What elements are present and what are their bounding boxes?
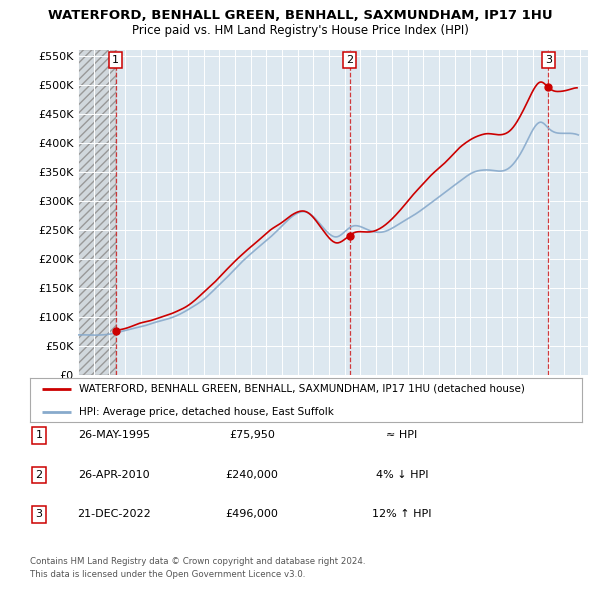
- Text: £240,000: £240,000: [226, 470, 278, 480]
- Text: ≈ HPI: ≈ HPI: [386, 431, 418, 440]
- Text: 12% ↑ HPI: 12% ↑ HPI: [372, 510, 432, 519]
- Text: £496,000: £496,000: [226, 510, 278, 519]
- Text: WATERFORD, BENHALL GREEN, BENHALL, SAXMUNDHAM, IP17 1HU (detached house): WATERFORD, BENHALL GREEN, BENHALL, SAXMU…: [79, 384, 524, 394]
- Text: £75,950: £75,950: [229, 431, 275, 440]
- Text: 1: 1: [112, 55, 119, 65]
- Text: 2: 2: [346, 55, 353, 65]
- Text: This data is licensed under the Open Government Licence v3.0.: This data is licensed under the Open Gov…: [30, 571, 305, 579]
- Text: 4% ↓ HPI: 4% ↓ HPI: [376, 470, 428, 480]
- Text: Contains HM Land Registry data © Crown copyright and database right 2024.: Contains HM Land Registry data © Crown c…: [30, 558, 365, 566]
- Text: 26-APR-2010: 26-APR-2010: [78, 470, 150, 480]
- Text: 1: 1: [35, 431, 43, 440]
- Text: 3: 3: [545, 55, 552, 65]
- Text: 2: 2: [35, 470, 43, 480]
- Text: WATERFORD, BENHALL GREEN, BENHALL, SAXMUNDHAM, IP17 1HU: WATERFORD, BENHALL GREEN, BENHALL, SAXMU…: [47, 9, 553, 22]
- Text: 26-MAY-1995: 26-MAY-1995: [78, 431, 150, 440]
- Text: Price paid vs. HM Land Registry's House Price Index (HPI): Price paid vs. HM Land Registry's House …: [131, 24, 469, 37]
- Text: 3: 3: [35, 510, 43, 519]
- Text: 21-DEC-2022: 21-DEC-2022: [77, 510, 151, 519]
- Text: HPI: Average price, detached house, East Suffolk: HPI: Average price, detached house, East…: [79, 407, 334, 417]
